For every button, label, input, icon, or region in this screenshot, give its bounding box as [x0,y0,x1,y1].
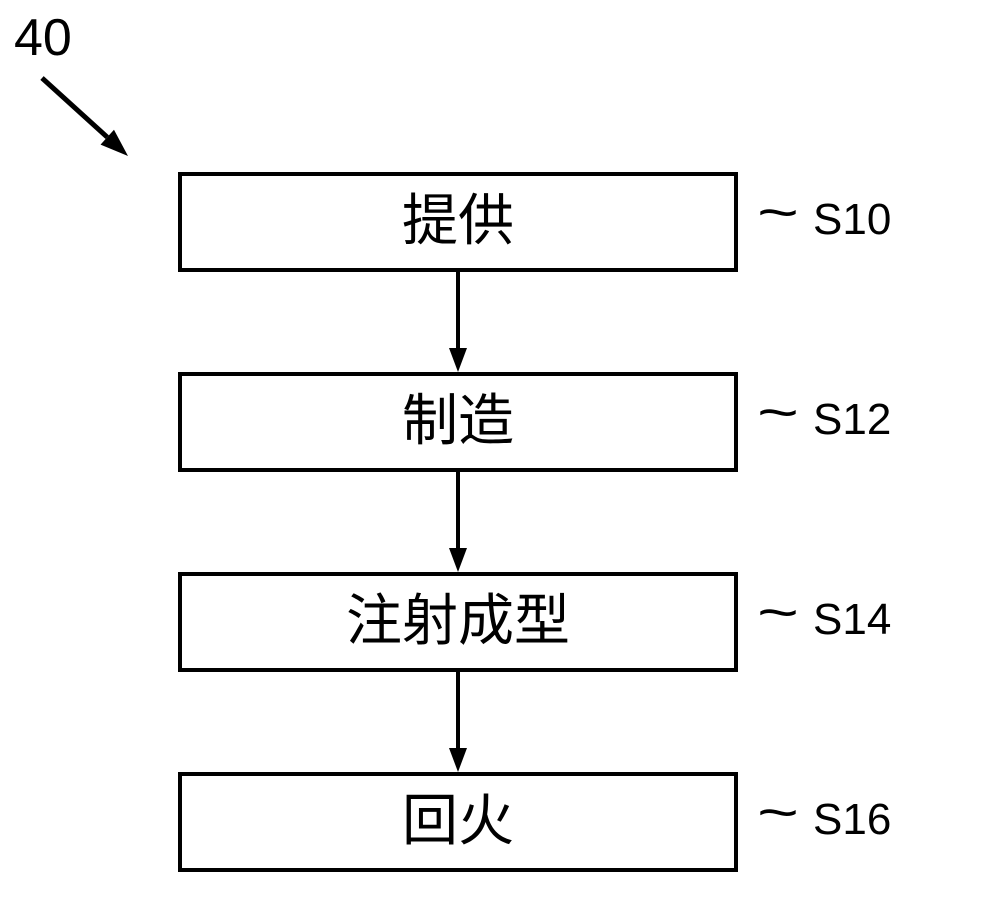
connector-s14-s16 [0,0,1000,907]
flowchart-canvas: 40提供~S10制造~S12注射成型~S14回火~S16 [0,0,1000,907]
